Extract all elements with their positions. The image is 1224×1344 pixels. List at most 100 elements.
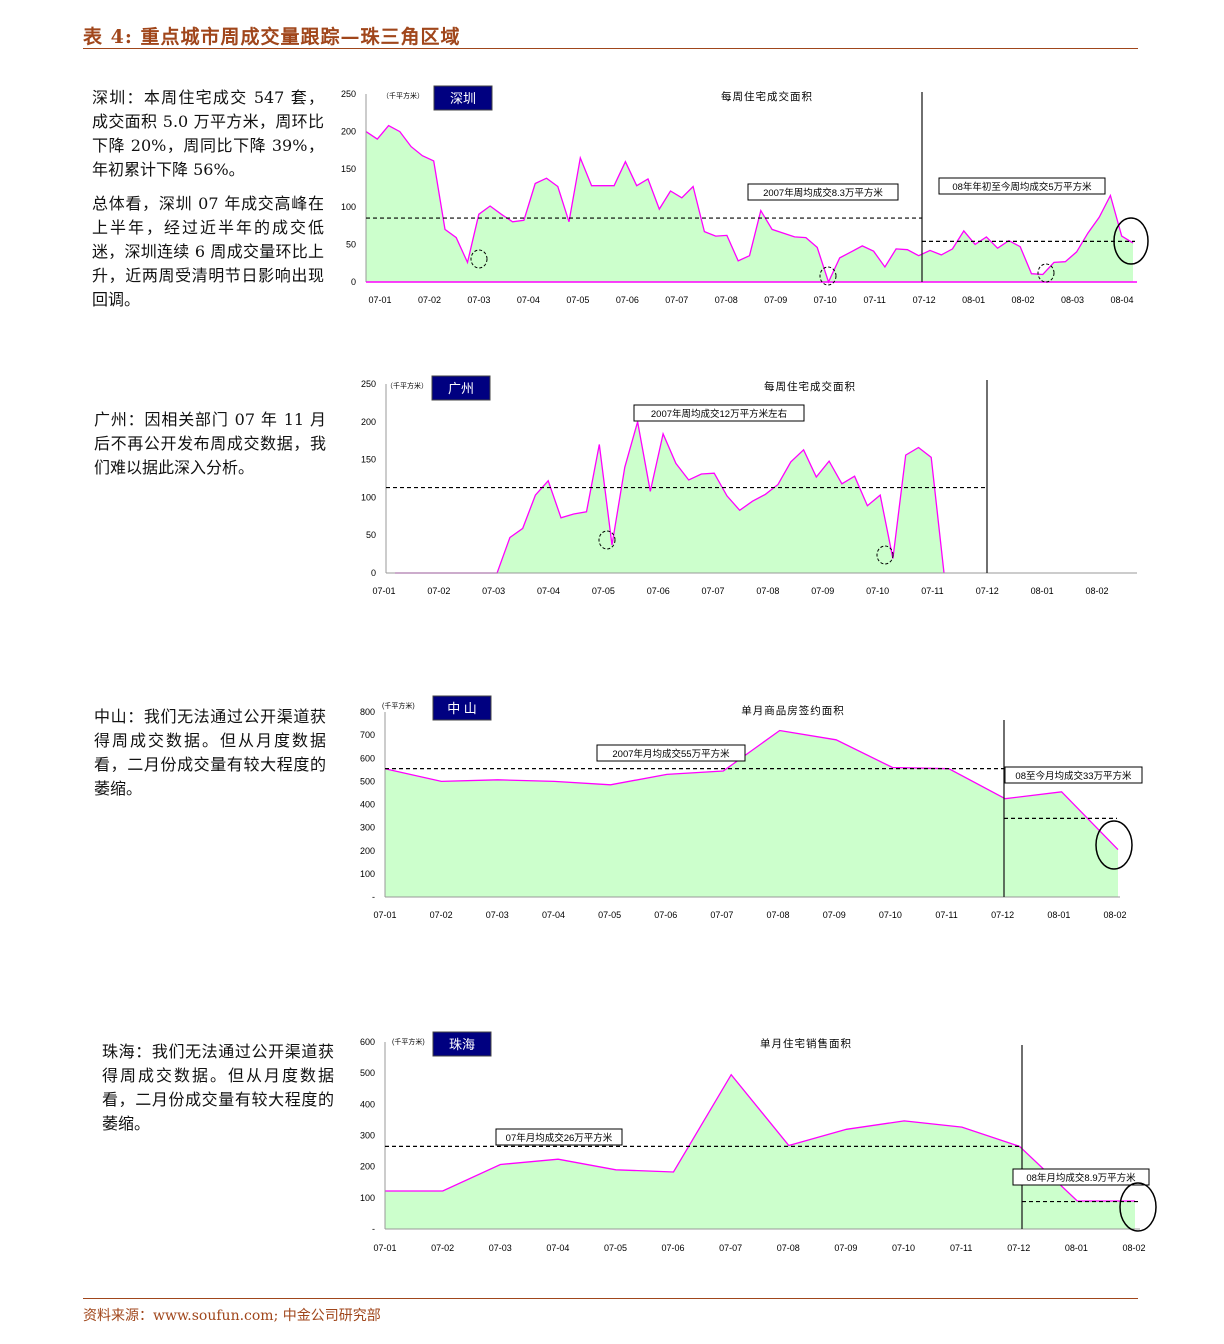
x-tick-label: 07-01: [373, 1243, 396, 1253]
x-tick-label: 07-05: [598, 910, 621, 920]
y-tick-label: 0: [351, 277, 356, 287]
x-tick-label: 07-05: [604, 1243, 627, 1253]
chart-0: 0 50 100 150 200 250 07-01 07-02 07-03 07-04 07-05…: [341, 85, 1149, 305]
x-tick-label: 07-10: [866, 586, 889, 596]
x-tick-label: 07-09: [811, 586, 834, 596]
city-badge: [432, 1031, 492, 1057]
y-tick-label: 250: [341, 89, 356, 99]
y-tick-label: 400: [360, 800, 375, 810]
unit-label: （千平方米）: [382, 91, 424, 100]
y-tick-label: 300: [360, 1131, 375, 1141]
highlight-circle: [1113, 217, 1149, 265]
highlight-circle: [1095, 820, 1133, 870]
x-tick-label: 07-05: [566, 295, 589, 305]
x-tick-label: 07-04: [517, 295, 540, 305]
chart-3: - 100 200 300 400 500 600 07-01 07-02 07-03 07-04 0…: [360, 1031, 1157, 1253]
average-label: 2007年周均成交8.3万平方米: [763, 187, 883, 199]
y-tick-label: 400: [360, 1099, 375, 1109]
x-tick-label: 08-01: [1031, 586, 1054, 596]
x-tick-label: 07-11: [921, 586, 943, 596]
chart-title: 单月住宅销售面积: [760, 1037, 852, 1050]
unit-label: （千平方米）: [386, 381, 428, 390]
x-tick-label: 07-06: [662, 1243, 685, 1253]
zhongshan-commentary: 中山：我们无法通过公开渠道获得周成交数据。但从月度数据看，二月份成交量有较大程度…: [94, 705, 326, 811]
x-tick-label: 07-03: [482, 586, 505, 596]
unit-label: (千平方米): [382, 701, 415, 710]
x-tick-label: 07-07: [710, 910, 733, 920]
x-tick-label: 07-04: [546, 1243, 569, 1253]
x-tick-label: 07-03: [489, 1243, 512, 1253]
city-badge: [433, 85, 493, 111]
guangzhou-commentary: 广州：因相关部门 07 年 11 月后不再公开发布周成交数据，我们难以据此深入分…: [94, 408, 326, 490]
average-label: 08年年初至今周均成交5万平方米: [952, 181, 1092, 193]
x-tick-label: 08-04: [1110, 295, 1133, 305]
x-tick-label: 07-01: [368, 295, 391, 305]
x-tick-label: 07-11: [950, 1243, 972, 1253]
dip-marker: [598, 530, 616, 550]
x-tick-label: 08-02: [1012, 295, 1035, 305]
average-label-box: [495, 1128, 623, 1146]
x-tick-label: 08-02: [1085, 586, 1108, 596]
paragraph: 深圳：本周住宅成交 547 套，成交面积 5.0 万平方米，周环比下降 20%，…: [92, 88, 324, 179]
y-tick-label: 150: [341, 164, 356, 174]
table-title: 表 4: 重点城市周成交量跟踪—珠三角区域: [83, 26, 461, 48]
average-label: 2007年月均成交55万平方米: [612, 748, 730, 760]
x-tick-label: 07-01: [373, 910, 396, 920]
x-tick-label: 08-02: [1122, 1243, 1145, 1253]
x-tick-label: 07-07: [719, 1243, 742, 1253]
y-tick-label: 200: [361, 417, 376, 427]
unit-label: (千平方米): [392, 1037, 425, 1046]
y-tick-label: 250: [361, 379, 376, 389]
highlight-circle: [1119, 1182, 1157, 1232]
chart-title: 每周住宅成交面积: [721, 90, 813, 103]
x-tick-label: 07-12: [1007, 1243, 1030, 1253]
x-tick-label: 07-02: [418, 295, 441, 305]
x-tick-label: 07-07: [702, 586, 725, 596]
x-tick-label: 08-01: [962, 295, 985, 305]
y-tick-label: 100: [360, 1193, 375, 1203]
x-tick-label: 07-09: [823, 910, 846, 920]
paragraph: 总体看，深圳 07 年成交高峰在上半年，经过近半年的成交低迷，深圳连续 6 周成…: [92, 194, 324, 309]
y-tick-label: 200: [360, 1162, 375, 1172]
average-label-box: [747, 183, 899, 201]
y-tick-label: 200: [360, 846, 375, 856]
shenzhen-commentary: 深圳：本周住宅成交 547 套，成交面积 5.0 万平方米，周环比下降 20%，…: [92, 86, 324, 322]
chart-1: 0 50 100 150 200 250 07-01 07-02 07-03 07-04 07-05…: [361, 375, 1137, 596]
city-badge: [431, 375, 491, 401]
x-tick-label: 07-04: [537, 586, 560, 596]
y-tick-label: 600: [360, 753, 375, 763]
city-badge-label: 珠海: [449, 1037, 475, 1052]
x-tick-label: 07-04: [542, 910, 565, 920]
x-tick-label: 07-11: [935, 910, 957, 920]
x-tick-label: 07-12: [913, 295, 936, 305]
y-tick-label: -: [372, 892, 375, 902]
x-tick-label: 07-05: [592, 586, 615, 596]
x-tick-label: 07-09: [764, 295, 787, 305]
x-tick-label: 08-03: [1061, 295, 1084, 305]
city-badge-label: 中 山: [447, 701, 477, 716]
city-badge-label: 深圳: [450, 91, 476, 106]
average-label-box: [938, 177, 1106, 195]
x-tick-label: 07-09: [834, 1243, 857, 1253]
y-tick-label: 600: [360, 1037, 375, 1047]
footer-rule: [83, 1298, 1138, 1299]
x-tick-label: 07-07: [665, 295, 688, 305]
header-rule: [83, 48, 1138, 49]
y-tick-label: 200: [341, 127, 356, 137]
y-tick-label: 150: [361, 455, 376, 465]
y-tick-label: 300: [360, 823, 375, 833]
average-label: 08年月均成交8.9万平方米: [1026, 1172, 1136, 1184]
average-label: 08至今月均成交33万平方米: [1015, 770, 1132, 782]
series-line: [384, 729, 1119, 851]
y-tick-label: 500: [360, 1068, 375, 1078]
x-tick-label: 07-12: [976, 586, 999, 596]
y-tick-label: 800: [360, 707, 375, 717]
paragraph: 中山：我们无法通过公开渠道获得周成交数据。但从月度数据看，二月份成交量有较大程度…: [94, 707, 326, 798]
area-fill: [366, 125, 1133, 282]
y-tick-label: 700: [360, 730, 375, 740]
zhuhai-commentary: 珠海：我们无法通过公开渠道获得周成交数据。但从月度数据看，二月份成交量有较大程度…: [102, 1040, 334, 1146]
x-tick-label: 07-08: [756, 586, 779, 596]
dip-marker: [819, 266, 837, 286]
dip-marker: [1037, 263, 1055, 283]
